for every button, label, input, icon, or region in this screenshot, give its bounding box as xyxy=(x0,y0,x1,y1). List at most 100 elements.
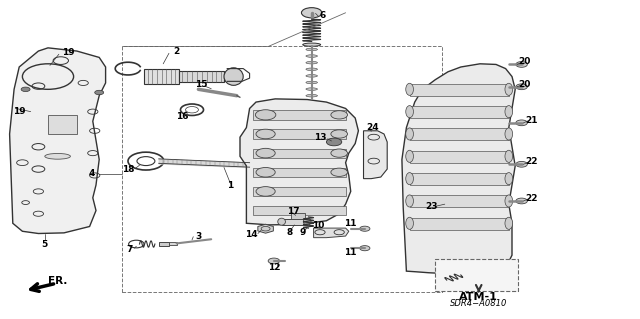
Text: 13: 13 xyxy=(314,133,326,142)
Circle shape xyxy=(516,120,527,126)
Text: 17: 17 xyxy=(287,207,300,216)
Bar xyxy=(410,195,509,207)
Text: 16: 16 xyxy=(176,112,189,121)
Ellipse shape xyxy=(505,217,513,229)
Polygon shape xyxy=(10,48,106,234)
Circle shape xyxy=(21,87,30,92)
Bar xyxy=(122,46,442,292)
Circle shape xyxy=(360,246,370,251)
Ellipse shape xyxy=(303,218,311,225)
Text: 11: 11 xyxy=(344,219,357,228)
Bar xyxy=(291,213,305,219)
Ellipse shape xyxy=(303,43,321,46)
Ellipse shape xyxy=(406,106,413,118)
Text: 8: 8 xyxy=(287,228,293,237)
Text: 3: 3 xyxy=(195,232,202,241)
Bar xyxy=(410,128,509,140)
Circle shape xyxy=(326,138,342,146)
Bar xyxy=(179,71,224,82)
Bar xyxy=(253,149,346,158)
Circle shape xyxy=(516,62,527,67)
Text: 4: 4 xyxy=(88,169,95,178)
Ellipse shape xyxy=(406,195,413,207)
Circle shape xyxy=(331,111,348,119)
Text: 14: 14 xyxy=(244,230,257,239)
Ellipse shape xyxy=(406,173,413,185)
Ellipse shape xyxy=(505,83,513,95)
Bar xyxy=(410,106,509,118)
Text: FR.: FR. xyxy=(48,276,67,286)
Bar xyxy=(410,151,509,163)
Text: 11: 11 xyxy=(344,248,357,256)
Ellipse shape xyxy=(224,68,243,85)
Circle shape xyxy=(95,90,104,95)
Circle shape xyxy=(256,167,275,177)
Circle shape xyxy=(268,258,280,264)
Bar xyxy=(282,219,307,225)
Bar xyxy=(435,259,518,291)
Text: SDR4−A0810: SDR4−A0810 xyxy=(450,299,508,308)
Text: 22: 22 xyxy=(525,194,538,203)
Text: 19: 19 xyxy=(13,107,26,116)
Ellipse shape xyxy=(505,128,513,140)
Ellipse shape xyxy=(406,128,413,140)
Text: 20: 20 xyxy=(518,80,531,89)
Ellipse shape xyxy=(406,217,413,229)
Text: 21: 21 xyxy=(525,116,538,125)
Polygon shape xyxy=(314,228,349,238)
Polygon shape xyxy=(258,224,273,233)
Circle shape xyxy=(516,84,527,90)
Text: 18: 18 xyxy=(122,165,134,174)
Ellipse shape xyxy=(306,94,317,97)
Ellipse shape xyxy=(45,153,70,159)
Text: 22: 22 xyxy=(525,157,538,166)
Ellipse shape xyxy=(306,68,317,70)
Text: 1: 1 xyxy=(227,181,234,189)
Text: 20: 20 xyxy=(518,57,531,66)
Polygon shape xyxy=(240,99,358,225)
Bar xyxy=(253,129,346,139)
Text: ATM-1: ATM-1 xyxy=(460,292,498,302)
Text: 2: 2 xyxy=(173,47,179,56)
Circle shape xyxy=(256,187,275,196)
Ellipse shape xyxy=(505,106,513,118)
Ellipse shape xyxy=(306,55,317,57)
Bar xyxy=(48,115,77,134)
Bar xyxy=(159,242,169,246)
Circle shape xyxy=(256,129,275,139)
Text: 6: 6 xyxy=(320,11,326,20)
Ellipse shape xyxy=(505,150,513,162)
Text: 12: 12 xyxy=(268,263,280,272)
Ellipse shape xyxy=(278,218,285,225)
Text: 7: 7 xyxy=(127,245,133,254)
Ellipse shape xyxy=(406,83,413,95)
Ellipse shape xyxy=(306,75,317,77)
Circle shape xyxy=(331,149,348,157)
Bar xyxy=(169,242,177,245)
Circle shape xyxy=(516,198,527,204)
Text: 19: 19 xyxy=(62,48,75,57)
Circle shape xyxy=(360,226,370,231)
Ellipse shape xyxy=(306,61,317,64)
Text: 5: 5 xyxy=(42,240,48,249)
Circle shape xyxy=(331,130,348,138)
Bar xyxy=(410,173,509,185)
Text: 24: 24 xyxy=(366,123,379,132)
Bar xyxy=(253,168,346,177)
Ellipse shape xyxy=(505,195,513,207)
Circle shape xyxy=(301,8,322,18)
Text: 23: 23 xyxy=(426,202,438,211)
Circle shape xyxy=(516,161,527,167)
Bar xyxy=(410,218,509,230)
Circle shape xyxy=(255,110,276,120)
Ellipse shape xyxy=(306,48,317,51)
Text: 10: 10 xyxy=(312,221,324,230)
Bar xyxy=(253,110,346,120)
Ellipse shape xyxy=(306,88,317,90)
Circle shape xyxy=(331,168,348,176)
Polygon shape xyxy=(402,64,515,274)
Bar xyxy=(410,84,509,96)
Polygon shape xyxy=(364,131,387,179)
Bar xyxy=(253,206,346,215)
Text: 9: 9 xyxy=(300,228,306,237)
